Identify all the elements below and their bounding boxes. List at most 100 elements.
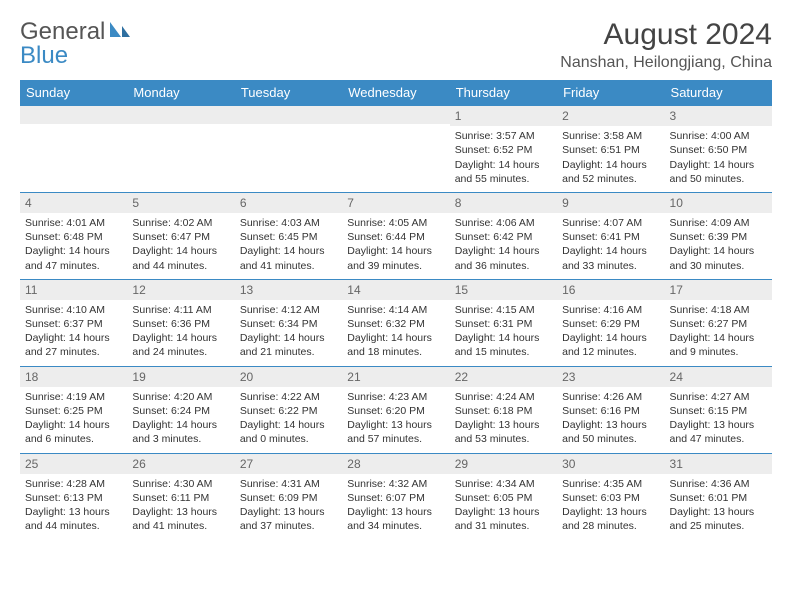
- day-number: 5: [127, 193, 234, 213]
- day-details: [127, 124, 234, 184]
- day-number: 2: [557, 106, 664, 126]
- calendar-cell: 21Sunrise: 4:23 AMSunset: 6:20 PMDayligh…: [342, 366, 449, 453]
- daylight-line2: and 31 minutes.: [455, 519, 552, 533]
- daylight-line2: and 28 minutes.: [562, 519, 659, 533]
- sunset: Sunset: 6:42 PM: [455, 230, 552, 244]
- sunset: Sunset: 6:09 PM: [240, 491, 337, 505]
- month-title: August 2024: [560, 18, 772, 52]
- sunrise: Sunrise: 4:36 AM: [670, 477, 767, 491]
- day-number: 22: [450, 367, 557, 387]
- daylight-line2: and 37 minutes.: [240, 519, 337, 533]
- day-number: 13: [235, 280, 342, 300]
- sunset: Sunset: 6:41 PM: [562, 230, 659, 244]
- day-number: 14: [342, 280, 449, 300]
- daylight-line2: and 21 minutes.: [240, 345, 337, 359]
- daylight-line2: and 41 minutes.: [240, 259, 337, 273]
- day-number: 30: [557, 454, 664, 474]
- daylight-line2: and 52 minutes.: [562, 172, 659, 186]
- day-number: 31: [665, 454, 772, 474]
- day-details: Sunrise: 4:07 AMSunset: 6:41 PMDaylight:…: [557, 213, 664, 279]
- calendar-cell: [20, 106, 127, 193]
- sunset: Sunset: 6:05 PM: [455, 491, 552, 505]
- day-number: 23: [557, 367, 664, 387]
- daylight-line1: Daylight: 13 hours: [347, 418, 444, 432]
- day-number: 9: [557, 193, 664, 213]
- sunset: Sunset: 6:07 PM: [347, 491, 444, 505]
- sunset: Sunset: 6:31 PM: [455, 317, 552, 331]
- day-number: 15: [450, 280, 557, 300]
- day-details: Sunrise: 4:05 AMSunset: 6:44 PMDaylight:…: [342, 213, 449, 279]
- calendar-cell: 7Sunrise: 4:05 AMSunset: 6:44 PMDaylight…: [342, 192, 449, 279]
- daylight-line1: Daylight: 14 hours: [455, 158, 552, 172]
- day-header: Thursday: [450, 80, 557, 106]
- daylight-line1: Daylight: 13 hours: [562, 418, 659, 432]
- day-number: 6: [235, 193, 342, 213]
- day-details: Sunrise: 4:14 AMSunset: 6:32 PMDaylight:…: [342, 300, 449, 366]
- day-details: Sunrise: 4:03 AMSunset: 6:45 PMDaylight:…: [235, 213, 342, 279]
- sunset: Sunset: 6:01 PM: [670, 491, 767, 505]
- sunset: Sunset: 6:32 PM: [347, 317, 444, 331]
- daylight-line2: and 12 minutes.: [562, 345, 659, 359]
- daylight-line2: and 34 minutes.: [347, 519, 444, 533]
- calendar-cell: 20Sunrise: 4:22 AMSunset: 6:22 PMDayligh…: [235, 366, 342, 453]
- sunset: Sunset: 6:24 PM: [132, 404, 229, 418]
- day-details: Sunrise: 4:19 AMSunset: 6:25 PMDaylight:…: [20, 387, 127, 453]
- sail-icon: [107, 18, 131, 46]
- sunset: Sunset: 6:50 PM: [670, 143, 767, 157]
- title-block: August 2024 Nanshan, Heilongjiang, China: [560, 18, 772, 72]
- day-details: Sunrise: 4:01 AMSunset: 6:48 PMDaylight:…: [20, 213, 127, 279]
- calendar-cell: 18Sunrise: 4:19 AMSunset: 6:25 PMDayligh…: [20, 366, 127, 453]
- calendar-cell: 27Sunrise: 4:31 AMSunset: 6:09 PMDayligh…: [235, 453, 342, 539]
- calendar-cell: 5Sunrise: 4:02 AMSunset: 6:47 PMDaylight…: [127, 192, 234, 279]
- daylight-line2: and 50 minutes.: [670, 172, 767, 186]
- daylight-line1: Daylight: 14 hours: [562, 331, 659, 345]
- day-details: Sunrise: 4:32 AMSunset: 6:07 PMDaylight:…: [342, 474, 449, 540]
- day-details: Sunrise: 4:10 AMSunset: 6:37 PMDaylight:…: [20, 300, 127, 366]
- sunrise: Sunrise: 4:31 AM: [240, 477, 337, 491]
- calendar-cell: 17Sunrise: 4:18 AMSunset: 6:27 PMDayligh…: [665, 279, 772, 366]
- calendar-week: 1Sunrise: 3:57 AMSunset: 6:52 PMDaylight…: [20, 106, 772, 193]
- sunset: Sunset: 6:11 PM: [132, 491, 229, 505]
- daylight-line1: Daylight: 13 hours: [670, 505, 767, 519]
- sunset: Sunset: 6:22 PM: [240, 404, 337, 418]
- day-number: 19: [127, 367, 234, 387]
- sunrise: Sunrise: 4:00 AM: [670, 129, 767, 143]
- day-number: 20: [235, 367, 342, 387]
- day-details: Sunrise: 4:09 AMSunset: 6:39 PMDaylight:…: [665, 213, 772, 279]
- calendar-cell: 10Sunrise: 4:09 AMSunset: 6:39 PMDayligh…: [665, 192, 772, 279]
- sunset: Sunset: 6:44 PM: [347, 230, 444, 244]
- sunrise: Sunrise: 4:11 AM: [132, 303, 229, 317]
- sunrise: Sunrise: 4:15 AM: [455, 303, 552, 317]
- day-details: Sunrise: 3:58 AMSunset: 6:51 PMDaylight:…: [557, 126, 664, 192]
- calendar-body: 1Sunrise: 3:57 AMSunset: 6:52 PMDaylight…: [20, 106, 772, 540]
- daylight-line2: and 6 minutes.: [25, 432, 122, 446]
- calendar-cell: 8Sunrise: 4:06 AMSunset: 6:42 PMDaylight…: [450, 192, 557, 279]
- calendar-cell: [342, 106, 449, 193]
- sunset: Sunset: 6:48 PM: [25, 230, 122, 244]
- sunrise: Sunrise: 4:09 AM: [670, 216, 767, 230]
- sunset: Sunset: 6:45 PM: [240, 230, 337, 244]
- day-number: 28: [342, 454, 449, 474]
- daylight-line1: Daylight: 13 hours: [455, 505, 552, 519]
- day-number: 10: [665, 193, 772, 213]
- day-details: Sunrise: 3:57 AMSunset: 6:52 PMDaylight:…: [450, 126, 557, 192]
- daylight-line2: and 33 minutes.: [562, 259, 659, 273]
- daylight-line2: and 50 minutes.: [562, 432, 659, 446]
- sunset: Sunset: 6:25 PM: [25, 404, 122, 418]
- daylight-line2: and 36 minutes.: [455, 259, 552, 273]
- day-details: Sunrise: 4:24 AMSunset: 6:18 PMDaylight:…: [450, 387, 557, 453]
- day-details: Sunrise: 4:00 AMSunset: 6:50 PMDaylight:…: [665, 126, 772, 192]
- calendar-cell: 26Sunrise: 4:30 AMSunset: 6:11 PMDayligh…: [127, 453, 234, 539]
- day-details: [235, 124, 342, 184]
- day-number: 1: [450, 106, 557, 126]
- daylight-line1: Daylight: 13 hours: [240, 505, 337, 519]
- calendar-table: Sunday Monday Tuesday Wednesday Thursday…: [20, 80, 772, 539]
- day-number: 3: [665, 106, 772, 126]
- sunset: Sunset: 6:16 PM: [562, 404, 659, 418]
- daylight-line1: Daylight: 14 hours: [240, 418, 337, 432]
- day-number: 4: [20, 193, 127, 213]
- daylight-line1: Daylight: 14 hours: [347, 244, 444, 258]
- calendar-cell: 19Sunrise: 4:20 AMSunset: 6:24 PMDayligh…: [127, 366, 234, 453]
- daylight-line1: Daylight: 14 hours: [240, 244, 337, 258]
- daylight-line1: Daylight: 14 hours: [455, 244, 552, 258]
